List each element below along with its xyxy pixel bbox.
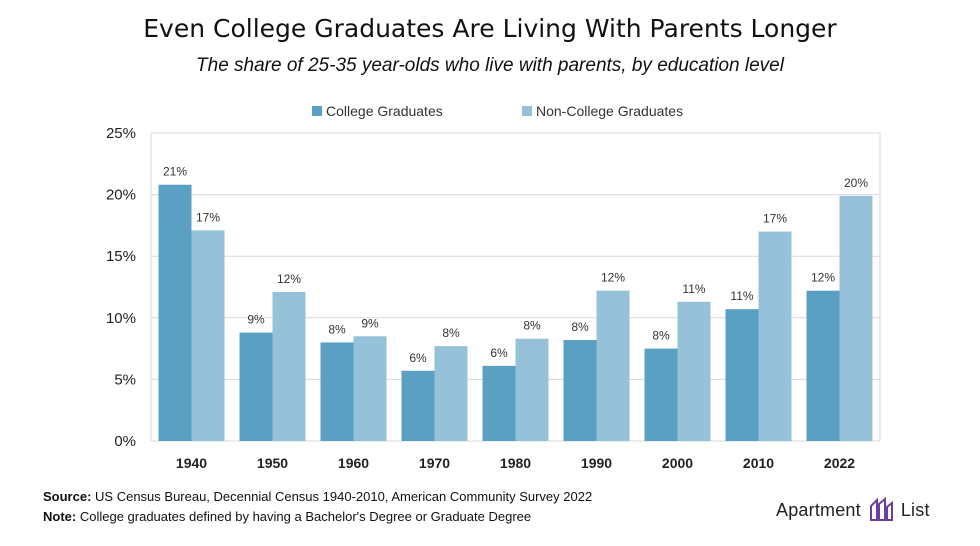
chart-subtitle: The share of 25-35 year-olds who live wi…: [196, 55, 784, 76]
bar-college-2010: [725, 309, 759, 441]
bar-non-college-1960: [353, 336, 387, 441]
bar-college-1990: [563, 339, 597, 441]
legend-swatch: [522, 106, 532, 116]
x-tick-label: 1970: [419, 455, 450, 471]
y-tick-label: 5%: [114, 371, 136, 388]
y-tick-label: 15%: [106, 248, 136, 265]
x-tick-label: 2000: [662, 455, 693, 471]
data-label: 17%: [763, 212, 787, 226]
data-label: 11%: [730, 289, 753, 303]
data-label: 17%: [196, 210, 220, 224]
x-tick-label: 1990: [581, 455, 612, 471]
chart-title: Even College Graduates Are Living With P…: [143, 14, 837, 43]
y-tick-label: 20%: [106, 187, 136, 204]
legend-label: Non-College Graduates: [536, 103, 683, 119]
bar-college-1970: [401, 370, 435, 441]
data-label: 12%: [601, 271, 625, 285]
data-label: 9%: [247, 313, 265, 327]
y-tick-label: 25%: [106, 125, 136, 142]
data-label: 20%: [844, 176, 868, 190]
note-text: College graduates defined by having a Ba…: [79, 509, 532, 524]
legend-swatch: [312, 106, 322, 116]
bar-college-2022: [806, 290, 840, 441]
legend-label: College Graduates: [326, 103, 443, 119]
bar-non-college-1980: [515, 338, 549, 441]
bar-college-1980: [482, 365, 516, 441]
data-label: 8%: [442, 326, 460, 340]
bar-non-college-1940: [191, 230, 225, 441]
x-tick-label: 2010: [743, 455, 774, 471]
bar-college-1950: [239, 332, 273, 441]
apartment-list-logo-icon: [869, 496, 893, 521]
data-label: 8%: [571, 320, 589, 334]
data-label: 9%: [361, 316, 379, 330]
source-note: Source: US Census Bureau, Decennial Cens…: [43, 489, 592, 504]
bar-non-college-1950: [272, 291, 306, 441]
note-label: Note:: [43, 509, 77, 524]
x-tick-label: 1950: [257, 455, 288, 471]
apartment-list-logo: Apartment List: [776, 494, 930, 526]
logo-word-list: List: [900, 499, 930, 520]
bar-chart: 21% 17% 9% 12% 8% 9% 6% 8% 6% 8% 8% 12% 8% 11% 11% 17% 1…: [106, 103, 881, 471]
data-label: 21%: [163, 165, 187, 179]
bar-college-2000: [644, 348, 678, 441]
source-text: US Census Bureau, Decennial Census 1940-…: [95, 489, 593, 504]
data-label: 12%: [811, 271, 835, 285]
bar-non-college-1990: [596, 290, 630, 441]
bar-non-college-2010: [758, 231, 792, 441]
data-label: 8%: [328, 322, 346, 336]
x-tick-label: 2022: [824, 455, 855, 471]
bar-college-1960: [320, 342, 354, 441]
data-label: 8%: [652, 329, 670, 343]
definition-note: Note: College graduates defined by havin…: [43, 509, 531, 524]
bar-college-1940: [158, 184, 192, 441]
bar-non-college-1970: [434, 346, 468, 441]
y-tick-label: 0%: [114, 433, 136, 450]
y-tick-label: 10%: [106, 310, 136, 327]
logo-word-apartment: Apartment: [776, 499, 861, 520]
x-tick-label: 1980: [500, 455, 531, 471]
x-tick-label: 1960: [338, 455, 369, 471]
data-label: 8%: [523, 319, 541, 333]
data-label: 6%: [490, 346, 508, 360]
bar-non-college-2000: [677, 301, 711, 441]
data-label: 12%: [277, 272, 301, 286]
data-label: 6%: [409, 351, 427, 365]
data-label: 11%: [682, 282, 705, 296]
source-label: Source:: [43, 489, 92, 504]
bar-non-college-2022: [839, 195, 873, 441]
x-tick-label: 1940: [176, 455, 207, 471]
